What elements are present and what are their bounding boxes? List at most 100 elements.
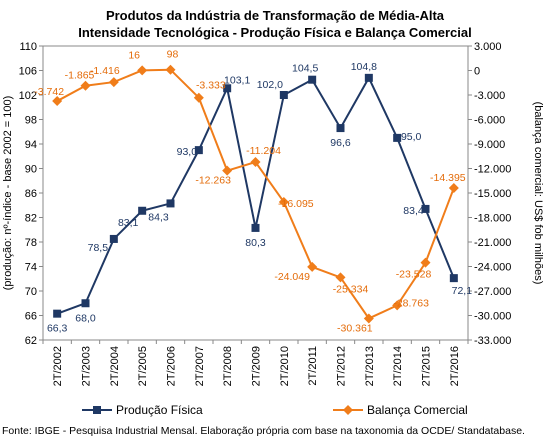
right-tick-label: 0 xyxy=(474,66,480,78)
data-point-producao xyxy=(81,299,90,308)
data-point-balanca xyxy=(392,300,403,311)
data-label-producao: 78,5 xyxy=(88,242,109,254)
data-point-producao xyxy=(53,309,62,318)
right-tick-label: -18.000 xyxy=(474,213,511,225)
data-point-balanca xyxy=(108,77,119,88)
left-tick-label: 70 xyxy=(25,286,37,298)
x-tick-label: 2T/2010 xyxy=(279,346,291,386)
right-tick-label: -9.000 xyxy=(474,139,505,151)
data-label-producao: 80,3 xyxy=(245,237,266,249)
data-label-balanca: -23.528 xyxy=(396,269,432,281)
data-label-producao: 93,0 xyxy=(177,146,198,158)
data-label-balanca: -14.395 xyxy=(430,172,466,184)
data-point-producao xyxy=(308,75,317,84)
data-label-balanca: -3.333 xyxy=(196,80,226,92)
data-label-producao: 84,3 xyxy=(148,211,169,223)
right-axis: -33.000 -30.000 -27.000 -24.000 -21.000 -18.0… xyxy=(468,41,511,347)
series-layer: 66,3 68,0 78,5 83,1 84,3 93,0 103,1 80,3 102,0 10… xyxy=(34,49,472,335)
data-label-balanca: -28.763 xyxy=(393,297,429,309)
data-label-balanca: -16.095 xyxy=(278,198,314,210)
right-tick-label: -12.000 xyxy=(474,164,511,176)
right-tick-label: -3.000 xyxy=(474,90,505,102)
data-point-balanca xyxy=(278,196,289,207)
data-label-balanca: 16 xyxy=(128,49,140,61)
right-tick-label: -6.000 xyxy=(474,115,505,127)
data-label-producao: 104,8 xyxy=(351,61,377,73)
legend-label-producao: Produção Física xyxy=(116,403,203,417)
right-tick-label: -15.000 xyxy=(474,188,511,200)
x-tick-label: 2T/2005 xyxy=(137,346,149,386)
data-label-balanca: -30.361 xyxy=(337,322,373,334)
series-line-1 xyxy=(56,68,455,320)
data-point-balanca xyxy=(420,257,431,268)
data-label-producao: 83,4 xyxy=(403,205,424,217)
data-point-producao xyxy=(223,84,232,93)
data-label-producao: 103,1 xyxy=(224,74,250,86)
right-tick-label: 3.000 xyxy=(474,41,502,53)
data-label-producao: 72,1 xyxy=(452,285,473,297)
data-point-producao xyxy=(279,91,288,99)
data-point-balanca xyxy=(222,165,233,176)
x-tick-label: 2T/2015 xyxy=(421,346,433,386)
left-tick-label: 74 xyxy=(25,262,37,274)
data-point-balanca xyxy=(52,96,63,107)
data-label-balanca: -3.742 xyxy=(34,86,64,98)
data-point-producao xyxy=(421,204,430,213)
data-point-producao xyxy=(364,73,373,82)
left-tick-label: 94 xyxy=(25,139,37,151)
data-point-producao xyxy=(109,234,118,243)
right-tick-label: -30.000 xyxy=(474,311,511,323)
x-tick-label: 2T/2009 xyxy=(251,346,263,386)
x-tick-label: 2T/2012 xyxy=(336,346,348,386)
series-line-0 xyxy=(56,75,455,315)
left-tick-label: 62 xyxy=(25,335,37,347)
data-point-balanca xyxy=(137,65,148,76)
legend-label-balanca: Balança Comercial xyxy=(367,403,468,417)
data-label-producao: 104,5 xyxy=(292,63,318,75)
right-tick-label: -24.000 xyxy=(474,262,511,274)
x-tick-label: 2T/2003 xyxy=(81,346,93,386)
data-label-balanca: 98 xyxy=(167,49,179,61)
chart-title-line2: Intensidade Tecnológica - Produção Físic… xyxy=(78,25,472,40)
left-tick-label: 66 xyxy=(25,311,37,323)
right-axis-title: (balança comercial: US$ fob milhões) xyxy=(532,102,544,285)
source-note: Fonte: IBGE - Pesquisa Industrial Mensal… xyxy=(2,425,525,437)
data-point-producao xyxy=(194,146,203,155)
data-point-balanca xyxy=(80,80,91,91)
x-axis: 2T/2002 2T/2003 2T/2004 2T/2005 2T/2006 2T/20… xyxy=(42,340,469,386)
x-tick-label: 2T/2007 xyxy=(194,346,206,386)
data-label-producao: 102,0 xyxy=(257,79,283,91)
data-label-balanca: -1.416 xyxy=(90,65,120,77)
x-tick-label: 2T/2002 xyxy=(52,346,64,386)
data-label-producao: 66,3 xyxy=(47,323,68,335)
left-tick-label: 102 xyxy=(19,90,37,102)
data-point-balanca xyxy=(448,183,459,194)
left-tick-label: 110 xyxy=(19,41,37,53)
data-point-balanca xyxy=(165,64,176,75)
data-point-producao xyxy=(449,274,458,283)
x-tick-label: 2T/2004 xyxy=(109,346,121,386)
right-tick-label: -27.000 xyxy=(474,286,511,298)
data-label-producao: 83,1 xyxy=(118,217,139,229)
data-label-producao: 68,0 xyxy=(75,312,96,324)
left-tick-label: 86 xyxy=(25,188,37,200)
data-point-producao xyxy=(393,133,402,142)
data-point-producao xyxy=(138,206,147,215)
right-tick-label: -21.000 xyxy=(474,237,511,249)
data-label-balanca: -11.204 xyxy=(246,145,281,157)
data-label-producao: 95,0 xyxy=(401,131,422,143)
left-tick-label: 90 xyxy=(25,164,37,176)
x-tick-label: 2T/2008 xyxy=(222,346,234,386)
left-tick-label: 82 xyxy=(25,213,37,225)
x-tick-label: 2T/2011 xyxy=(307,346,319,386)
data-point-producao xyxy=(251,223,260,232)
left-axis-title: (produção: nº-índice - base 2002 = 100) xyxy=(2,96,14,291)
left-tick-label: 78 xyxy=(25,237,37,249)
data-label-balanca: -1.865 xyxy=(65,70,95,82)
legend-marker-producao xyxy=(93,406,101,414)
data-label-balanca: -24.049 xyxy=(274,271,310,283)
chart-title-line1: Produtos da Indústria de Transformação d… xyxy=(106,8,445,23)
data-label-balanca: -25.334 xyxy=(333,283,369,295)
